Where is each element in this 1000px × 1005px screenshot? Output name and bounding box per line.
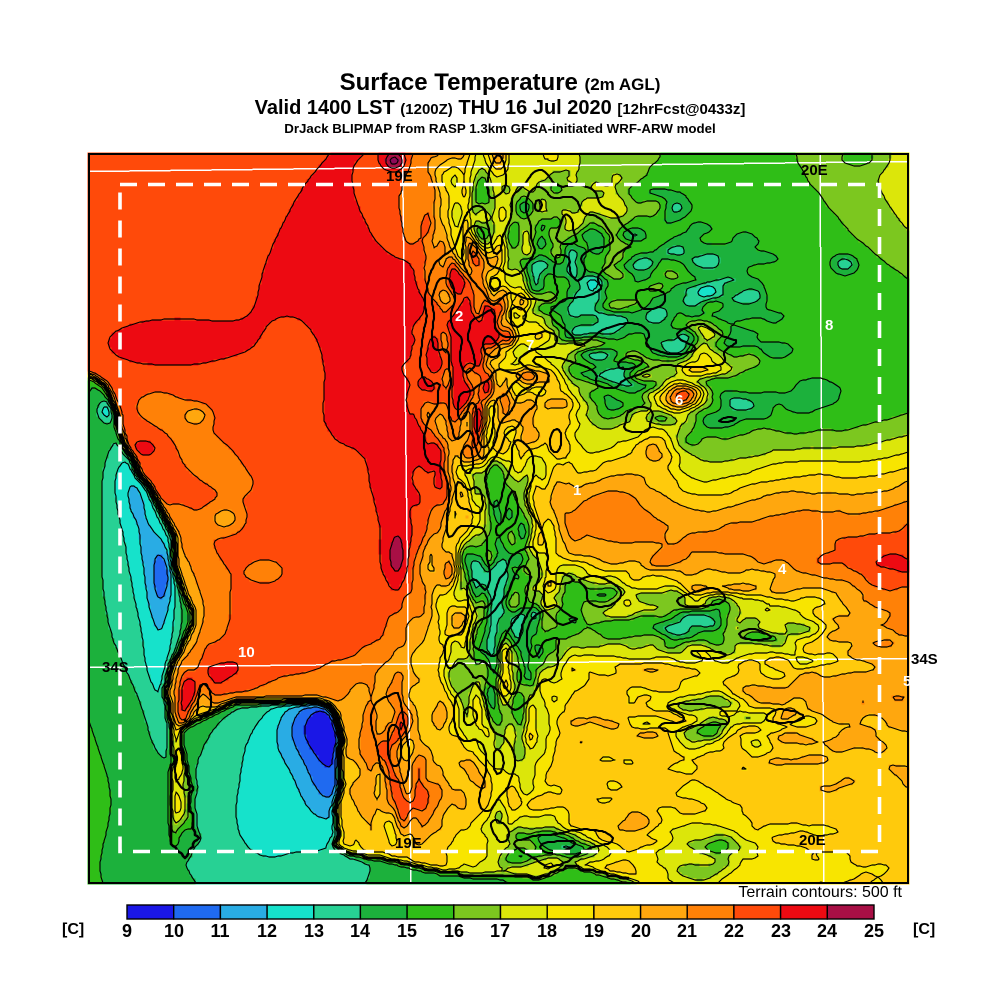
svg-text:24: 24	[817, 921, 837, 941]
svg-text:18: 18	[537, 921, 557, 941]
svg-text:12: 12	[257, 921, 277, 941]
svg-text:21: 21	[677, 921, 697, 941]
svg-text:17: 17	[490, 921, 510, 941]
svg-text:1: 1	[573, 482, 581, 499]
svg-text:14: 14	[350, 921, 370, 941]
svg-text:10: 10	[164, 921, 184, 941]
svg-text:9: 9	[122, 921, 132, 941]
svg-text:20E: 20E	[799, 832, 826, 849]
svg-text:[C]: [C]	[913, 921, 935, 938]
svg-text:20: 20	[631, 921, 651, 941]
svg-text:19: 19	[584, 921, 604, 941]
svg-text:[C]: [C]	[62, 921, 84, 938]
svg-text:16: 16	[444, 921, 464, 941]
svg-text:5: 5	[903, 673, 911, 690]
svg-text:19E: 19E	[386, 168, 413, 185]
svg-text:34S: 34S	[102, 659, 129, 676]
svg-text:7: 7	[526, 337, 534, 354]
svg-text:15: 15	[397, 921, 417, 941]
svg-text:19E: 19E	[395, 835, 422, 852]
svg-text:10: 10	[238, 644, 255, 661]
svg-text:20E: 20E	[801, 162, 828, 179]
svg-text:8: 8	[825, 317, 833, 334]
svg-text:4: 4	[778, 561, 787, 578]
svg-text:23: 23	[771, 921, 791, 941]
svg-text:6: 6	[675, 392, 683, 409]
svg-text:22: 22	[724, 921, 744, 941]
svg-text:11: 11	[210, 921, 229, 941]
svg-text:34S: 34S	[911, 651, 938, 668]
svg-text:25: 25	[864, 921, 884, 941]
svg-text:13: 13	[304, 921, 324, 941]
svg-text:2: 2	[455, 308, 463, 325]
